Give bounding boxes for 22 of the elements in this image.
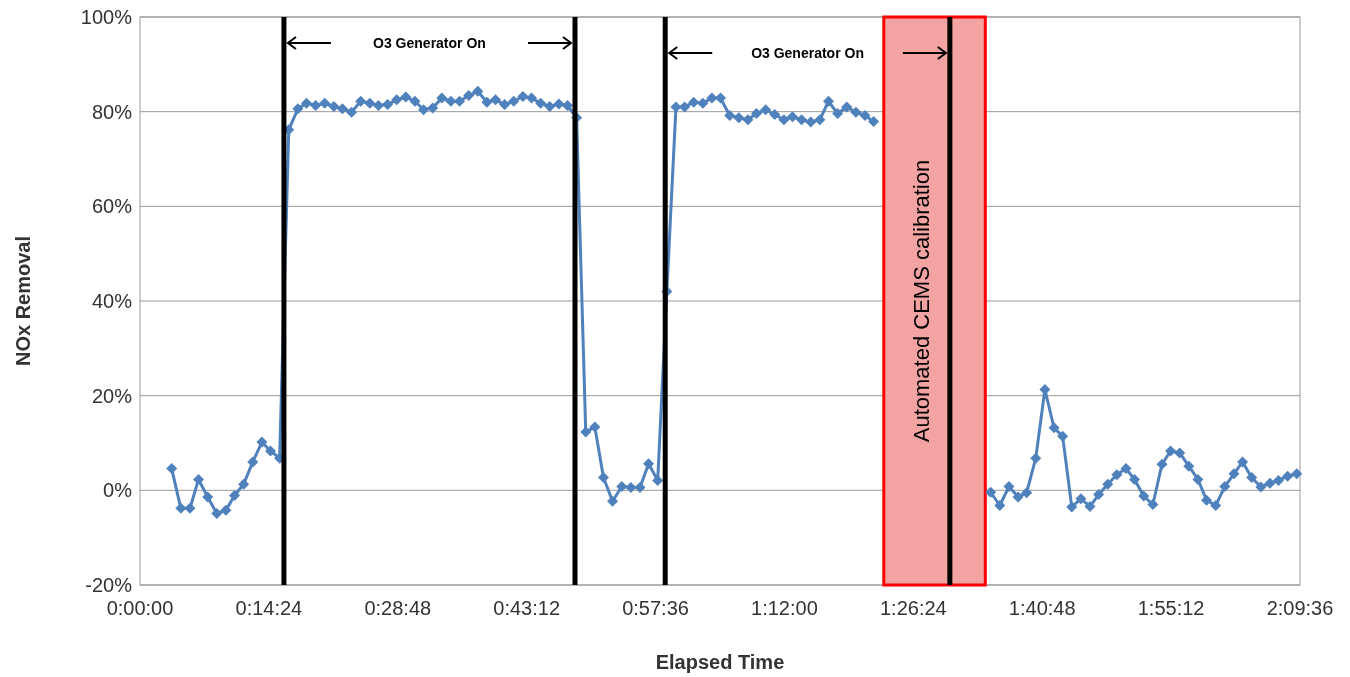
annotation: O3 Generator On [751,45,864,61]
band-label: Automated CEMS calibration [909,159,935,443]
y-axis-title: NOx Removal [12,235,34,367]
annotation: O3 Generator On [373,35,486,51]
y-tick-label: 100% [80,6,133,28]
x-tick-label: 1:26:24 [879,597,947,619]
y-tick-label: 0% [103,479,133,502]
y-tick-label: 40% [91,290,133,312]
x-tick-label: 0:43:12 [493,597,561,619]
x-tick-label: 0:00:00 [106,597,174,619]
y-tick-label: -20% [85,574,133,596]
y-tick-label: 20% [91,384,133,407]
x-tick-label: 0:57:36 [622,597,689,619]
y-tick-label: 80% [91,100,133,123]
x-tick-label: 0:14:24 [235,597,303,619]
x-tick-label: 1:55:12 [1137,597,1205,619]
x-tick-label: 2:09:36 [1266,597,1334,619]
x-tick-label: 0:28:48 [364,597,432,619]
y-tick-label: 60% [91,195,133,218]
x-axis-title: Elapsed Time [655,651,785,673]
x-tick-label: 1:40:48 [1008,597,1076,619]
x-tick-label: 1:12:00 [751,597,818,619]
